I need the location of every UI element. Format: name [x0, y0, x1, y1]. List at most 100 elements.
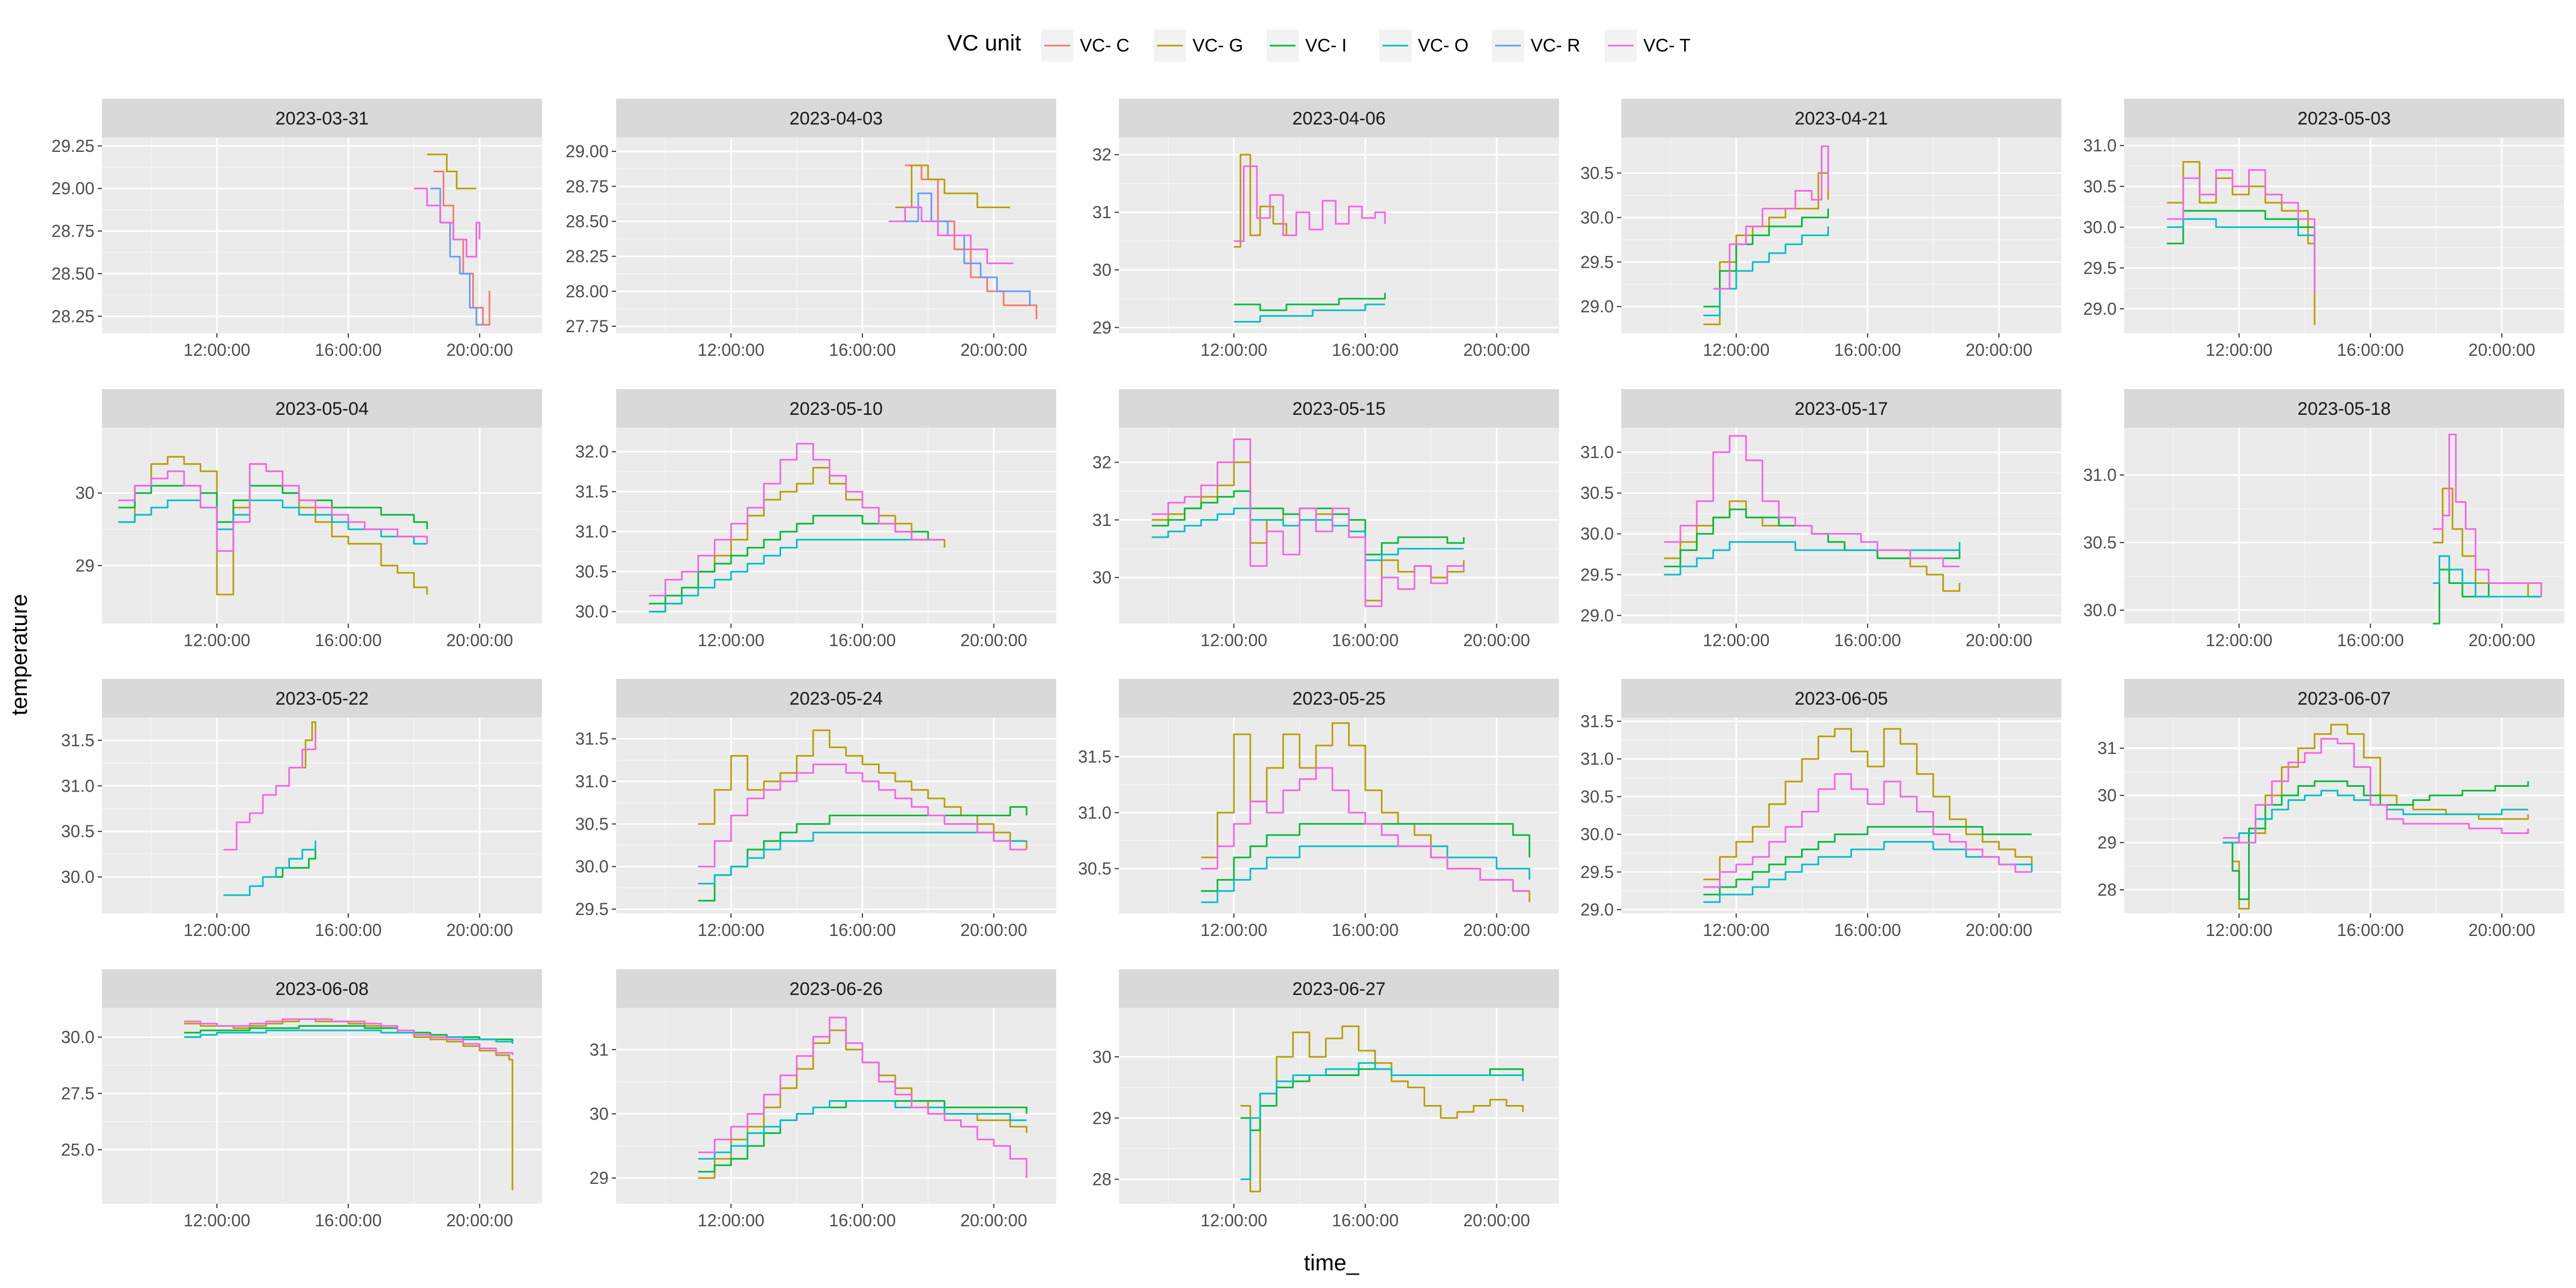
y-tick-label: 30.5 [2083, 533, 2117, 552]
facet-panel: 2023-03-31 12:00:00 16:00:00 20:00:00 28.25 2… [52, 99, 542, 360]
y-tick-label: 29.0 [2083, 299, 2117, 318]
x-tick-label: 16:00:00 [315, 1211, 382, 1230]
facet-date-label: 2023-05-04 [275, 399, 369, 419]
x-tick-label: 12:00:00 [1703, 920, 1770, 940]
x-tick-label: 20:00:00 [446, 1211, 513, 1230]
y-tick-label: 32 [1092, 145, 1111, 164]
facet-strip [1119, 969, 1559, 1008]
series-line [1703, 208, 1829, 308]
y-tick-label: 25.0 [61, 1140, 94, 1159]
series-line [1664, 435, 1960, 567]
facet-date-label: 2023-05-18 [2297, 399, 2391, 419]
facet-strip [2124, 389, 2564, 428]
series-line [1234, 292, 1386, 311]
y-tick-label: 29.0 [1580, 900, 1614, 919]
x-tick-label: 12:00:00 [1703, 340, 1770, 360]
series-line [1713, 145, 1829, 290]
facet-date-label: 2023-05-10 [789, 399, 883, 419]
y-tick-label: 31.0 [1078, 803, 1111, 822]
series-line [223, 731, 317, 851]
x-tick-label: 16:00:00 [1834, 340, 1901, 360]
facet-panel: 2023-06-05 12:00:00 16:00:00 20:00:00 29.0 29… [1580, 679, 2061, 940]
plot-background [1119, 718, 1559, 913]
series-line [427, 153, 477, 189]
x-tick-label: 16:00:00 [829, 631, 896, 650]
series-line [2222, 789, 2528, 844]
y-tick-label: 31.0 [1580, 443, 1614, 462]
x-tick-label: 16:00:00 [1332, 340, 1399, 360]
y-tick-label: 31.0 [2083, 465, 2117, 485]
x-tick-label: 12:00:00 [2206, 631, 2273, 650]
x-tick-label: 12:00:00 [1201, 920, 1268, 940]
series-line [118, 463, 428, 552]
legend: VC unit VC- C VC- G VC- I VC- O VC- R VC- T [947, 30, 1690, 62]
x-tick-label: 20:00:00 [960, 631, 1027, 650]
series-line [184, 1029, 514, 1044]
y-tick-label: 30.0 [575, 602, 609, 621]
x-tick-label: 16:00:00 [829, 340, 896, 360]
x-axis-title: time_ [1304, 1250, 1359, 1275]
series-line [1703, 773, 2032, 888]
facet-strip [1119, 389, 1559, 428]
x-tick-label: 12:00:00 [184, 340, 251, 360]
x-tick-label: 16:00:00 [315, 340, 382, 360]
series-line [698, 1100, 1027, 1160]
y-tick-label: 30.0 [2083, 601, 2117, 620]
y-tick-label: 31.5 [1580, 712, 1614, 731]
x-tick-label: 12:00:00 [698, 340, 765, 360]
plot-background [616, 428, 1056, 624]
facet-date-label: 2023-05-22 [275, 689, 369, 709]
x-tick-label: 20:00:00 [446, 340, 513, 360]
facet-panel: 2023-06-07 12:00:00 16:00:00 20:00:00 28 29 30… [2097, 679, 2564, 940]
x-tick-label: 12:00:00 [1201, 1211, 1268, 1230]
x-tick-label: 16:00:00 [1332, 920, 1399, 940]
facet-strip [1621, 389, 2061, 428]
y-tick-label: 30.0 [1580, 825, 1614, 844]
x-tick-label: 12:00:00 [1201, 340, 1268, 360]
facet-date-label: 2023-04-06 [1292, 108, 1386, 129]
facet-date-label: 2023-06-08 [275, 979, 369, 999]
facet-panel: 2023-05-10 12:00:00 16:00:00 20:00:00 30.0 30… [575, 389, 1056, 650]
facet-strip [1621, 99, 2061, 137]
series-line [2433, 555, 2542, 598]
x-tick-label: 20:00:00 [960, 920, 1027, 940]
y-tick-label: 30 [75, 484, 94, 503]
facet-panel: 2023-06-08 12:00:00 16:00:00 20:00:00 25.0 27… [61, 969, 542, 1230]
y-tick-label: 29 [75, 556, 94, 575]
plot-background [102, 1008, 542, 1204]
y-tick-label: 30.5 [1580, 484, 1614, 503]
x-tick-label: 20:00:00 [1463, 920, 1530, 940]
series-line [698, 1016, 1028, 1179]
series-line [1201, 767, 1529, 892]
y-tick-label: 30 [589, 1104, 609, 1123]
facet-strip [102, 969, 542, 1008]
facet-panel: 2023-04-03 12:00:00 16:00:00 20:00:00 27.75 2… [566, 99, 1056, 360]
series-line [118, 485, 428, 530]
series-line [2167, 210, 2316, 245]
x-tick-label: 20:00:00 [1965, 920, 2032, 940]
facet-panel: 2023-05-04 12:00:00 16:00:00 20:00:00 29 30 [75, 389, 542, 650]
y-tick-label: 29.5 [1580, 862, 1614, 882]
y-tick-label: 30.0 [61, 867, 94, 887]
y-tick-label: 31.5 [575, 482, 609, 501]
y-tick-label: 28.25 [52, 306, 94, 326]
facet-strip [2124, 679, 2564, 718]
legend-label: VC- G [1192, 35, 1243, 56]
facet-strip [2124, 99, 2564, 137]
series-line [1201, 823, 1531, 892]
y-tick-label: 29.25 [52, 136, 94, 156]
y-tick-label: 31.5 [61, 730, 94, 750]
y-tick-label: 30.5 [2083, 177, 2117, 196]
y-tick-label: 29 [589, 1168, 609, 1188]
y-tick-label: 30.0 [1580, 208, 1614, 227]
x-tick-label: 16:00:00 [829, 1211, 896, 1230]
plot-background [1621, 137, 2061, 333]
plot-background [2124, 718, 2564, 913]
legend-label: VC- C [1080, 35, 1130, 56]
x-tick-label: 16:00:00 [2337, 920, 2404, 940]
y-tick-label: 27.5 [61, 1084, 94, 1103]
y-tick-label: 30.5 [1078, 859, 1111, 879]
facet-date-label: 2023-06-27 [1292, 979, 1386, 999]
x-tick-label: 16:00:00 [1834, 920, 1901, 940]
y-tick-label: 28 [2097, 880, 2117, 899]
